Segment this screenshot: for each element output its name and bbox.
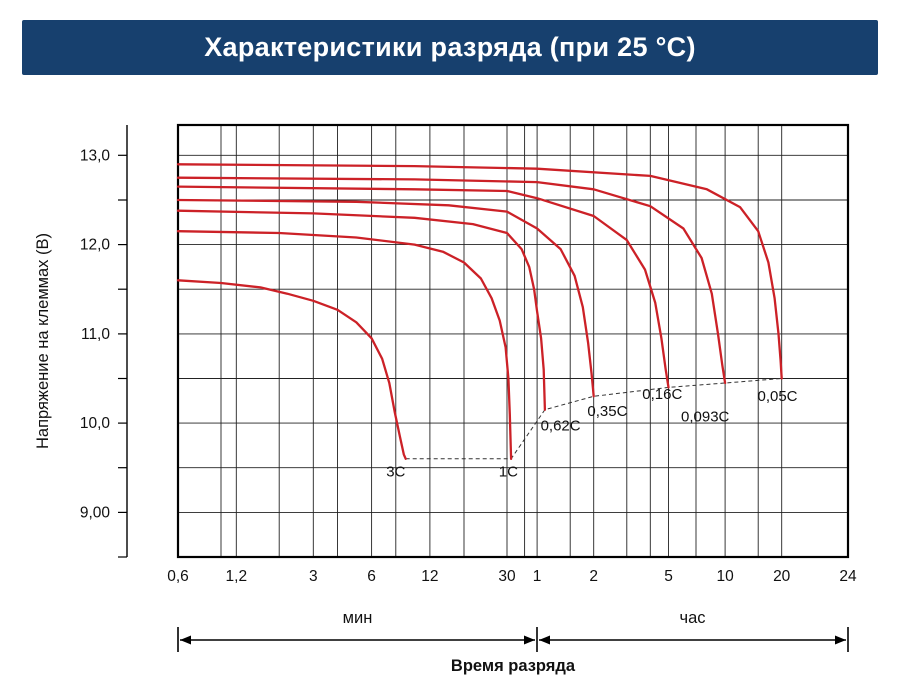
arrowhead-right-icon [524, 635, 535, 645]
x-tick-label: 1 [533, 568, 542, 585]
x-tick-label: 5 [664, 568, 673, 585]
y-axis-title: Напряжение на клеммах (В) [34, 233, 52, 449]
x-axis-title: Время разряда [451, 657, 576, 675]
discharge-curve [176, 209, 547, 411]
y-axis: 13,0 12,0 11,0 10,0 9,00 Напряжение на клемма… [34, 125, 128, 558]
x-tick-label: 24 [839, 568, 857, 585]
discharge-curve [176, 176, 727, 385]
curves: 0,05C 0,093C 0,16C 0,35C 0,62C 1C 3C [176, 163, 798, 481]
discharge-curve [176, 279, 407, 460]
x-tick-label: 6 [367, 568, 376, 585]
arrowhead-right-icon [835, 635, 846, 645]
y-tick-label: 10,0 [80, 415, 111, 432]
y-tick-label: 9,00 [80, 504, 111, 521]
x-tick-label: 10 [716, 568, 734, 585]
y-tick-label: 12,0 [80, 237, 111, 254]
curve-label: 0,05C [757, 388, 797, 405]
curve-label: 0,16C [642, 386, 682, 403]
x-tick-label: 30 [498, 568, 516, 585]
arrowhead-left-icon [539, 635, 550, 645]
x-unit-ruler: мин час [177, 609, 849, 652]
header-bar: Характеристики разряда (при 25 °С) [22, 20, 878, 75]
x-axis: 0,6 1,2 3 6 12 30 1 2 5 10 20 24 [167, 568, 857, 585]
x-unit-label-hours: час [679, 609, 705, 627]
curve-label: 0,62C [541, 417, 581, 434]
x-tick-label: 3 [309, 568, 318, 585]
x-tick-label: 12 [421, 568, 438, 585]
curve-label: 0,093C [681, 408, 730, 425]
curve-label: 0,35C [587, 403, 627, 420]
x-unit-label-minutes: мин [343, 609, 373, 627]
x-tick-label: 1,2 [226, 568, 248, 585]
y-tick-label: 13,0 [80, 147, 111, 164]
curve-label: 3C [386, 464, 405, 481]
page-title: Характеристики разряда (при 25 °С) [204, 32, 696, 62]
discharge-curve [176, 163, 783, 380]
discharge-curve [176, 185, 670, 389]
grid [178, 125, 849, 557]
x-tick-label: 2 [589, 568, 598, 585]
arrowhead-left-icon [180, 635, 191, 645]
x-tick-label: 0,6 [167, 568, 189, 585]
discharge-curve [176, 198, 595, 398]
plot-border [176, 123, 850, 559]
y-tick-label: 11,0 [81, 326, 110, 343]
curve-label: 1C [499, 464, 518, 481]
discharge-curve [176, 230, 513, 460]
x-tick-label: 20 [773, 568, 791, 585]
